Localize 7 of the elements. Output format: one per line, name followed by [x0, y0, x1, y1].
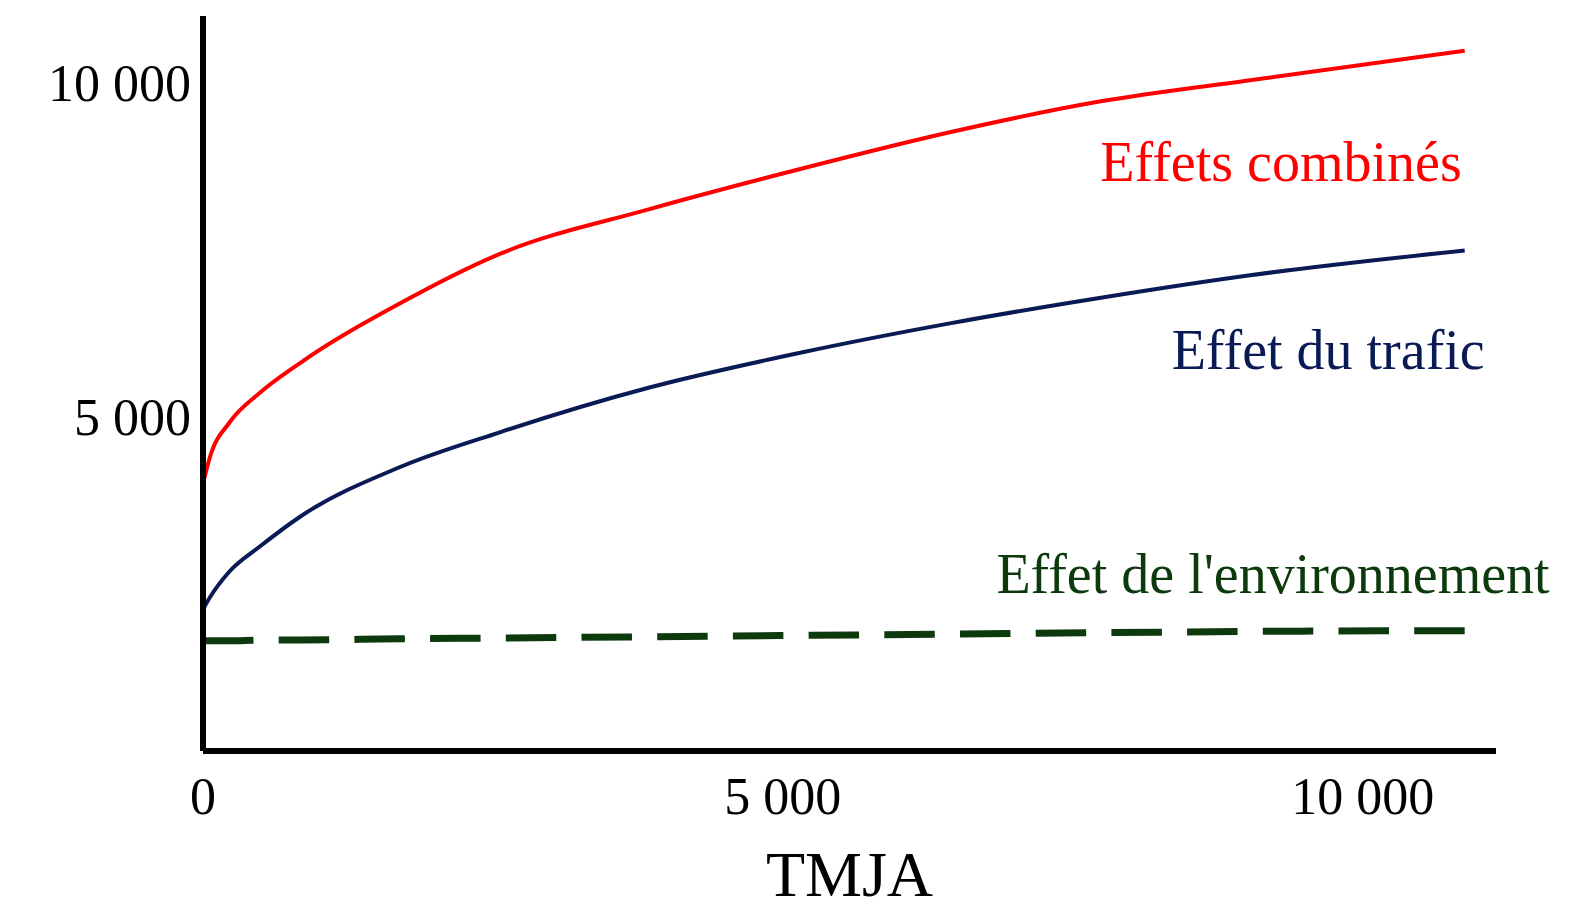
series-label: Effet du trafic [1171, 318, 1485, 381]
x-tick-label: 5 000 [724, 767, 842, 825]
series-label: Effet de l'environnement [996, 542, 1551, 605]
x-tick-label: 10 000 [1291, 767, 1435, 825]
x-axis-title: TMJA [765, 839, 934, 905]
x-tick-label: 0 [190, 767, 216, 825]
series-label: Effets combinés [1100, 130, 1462, 193]
